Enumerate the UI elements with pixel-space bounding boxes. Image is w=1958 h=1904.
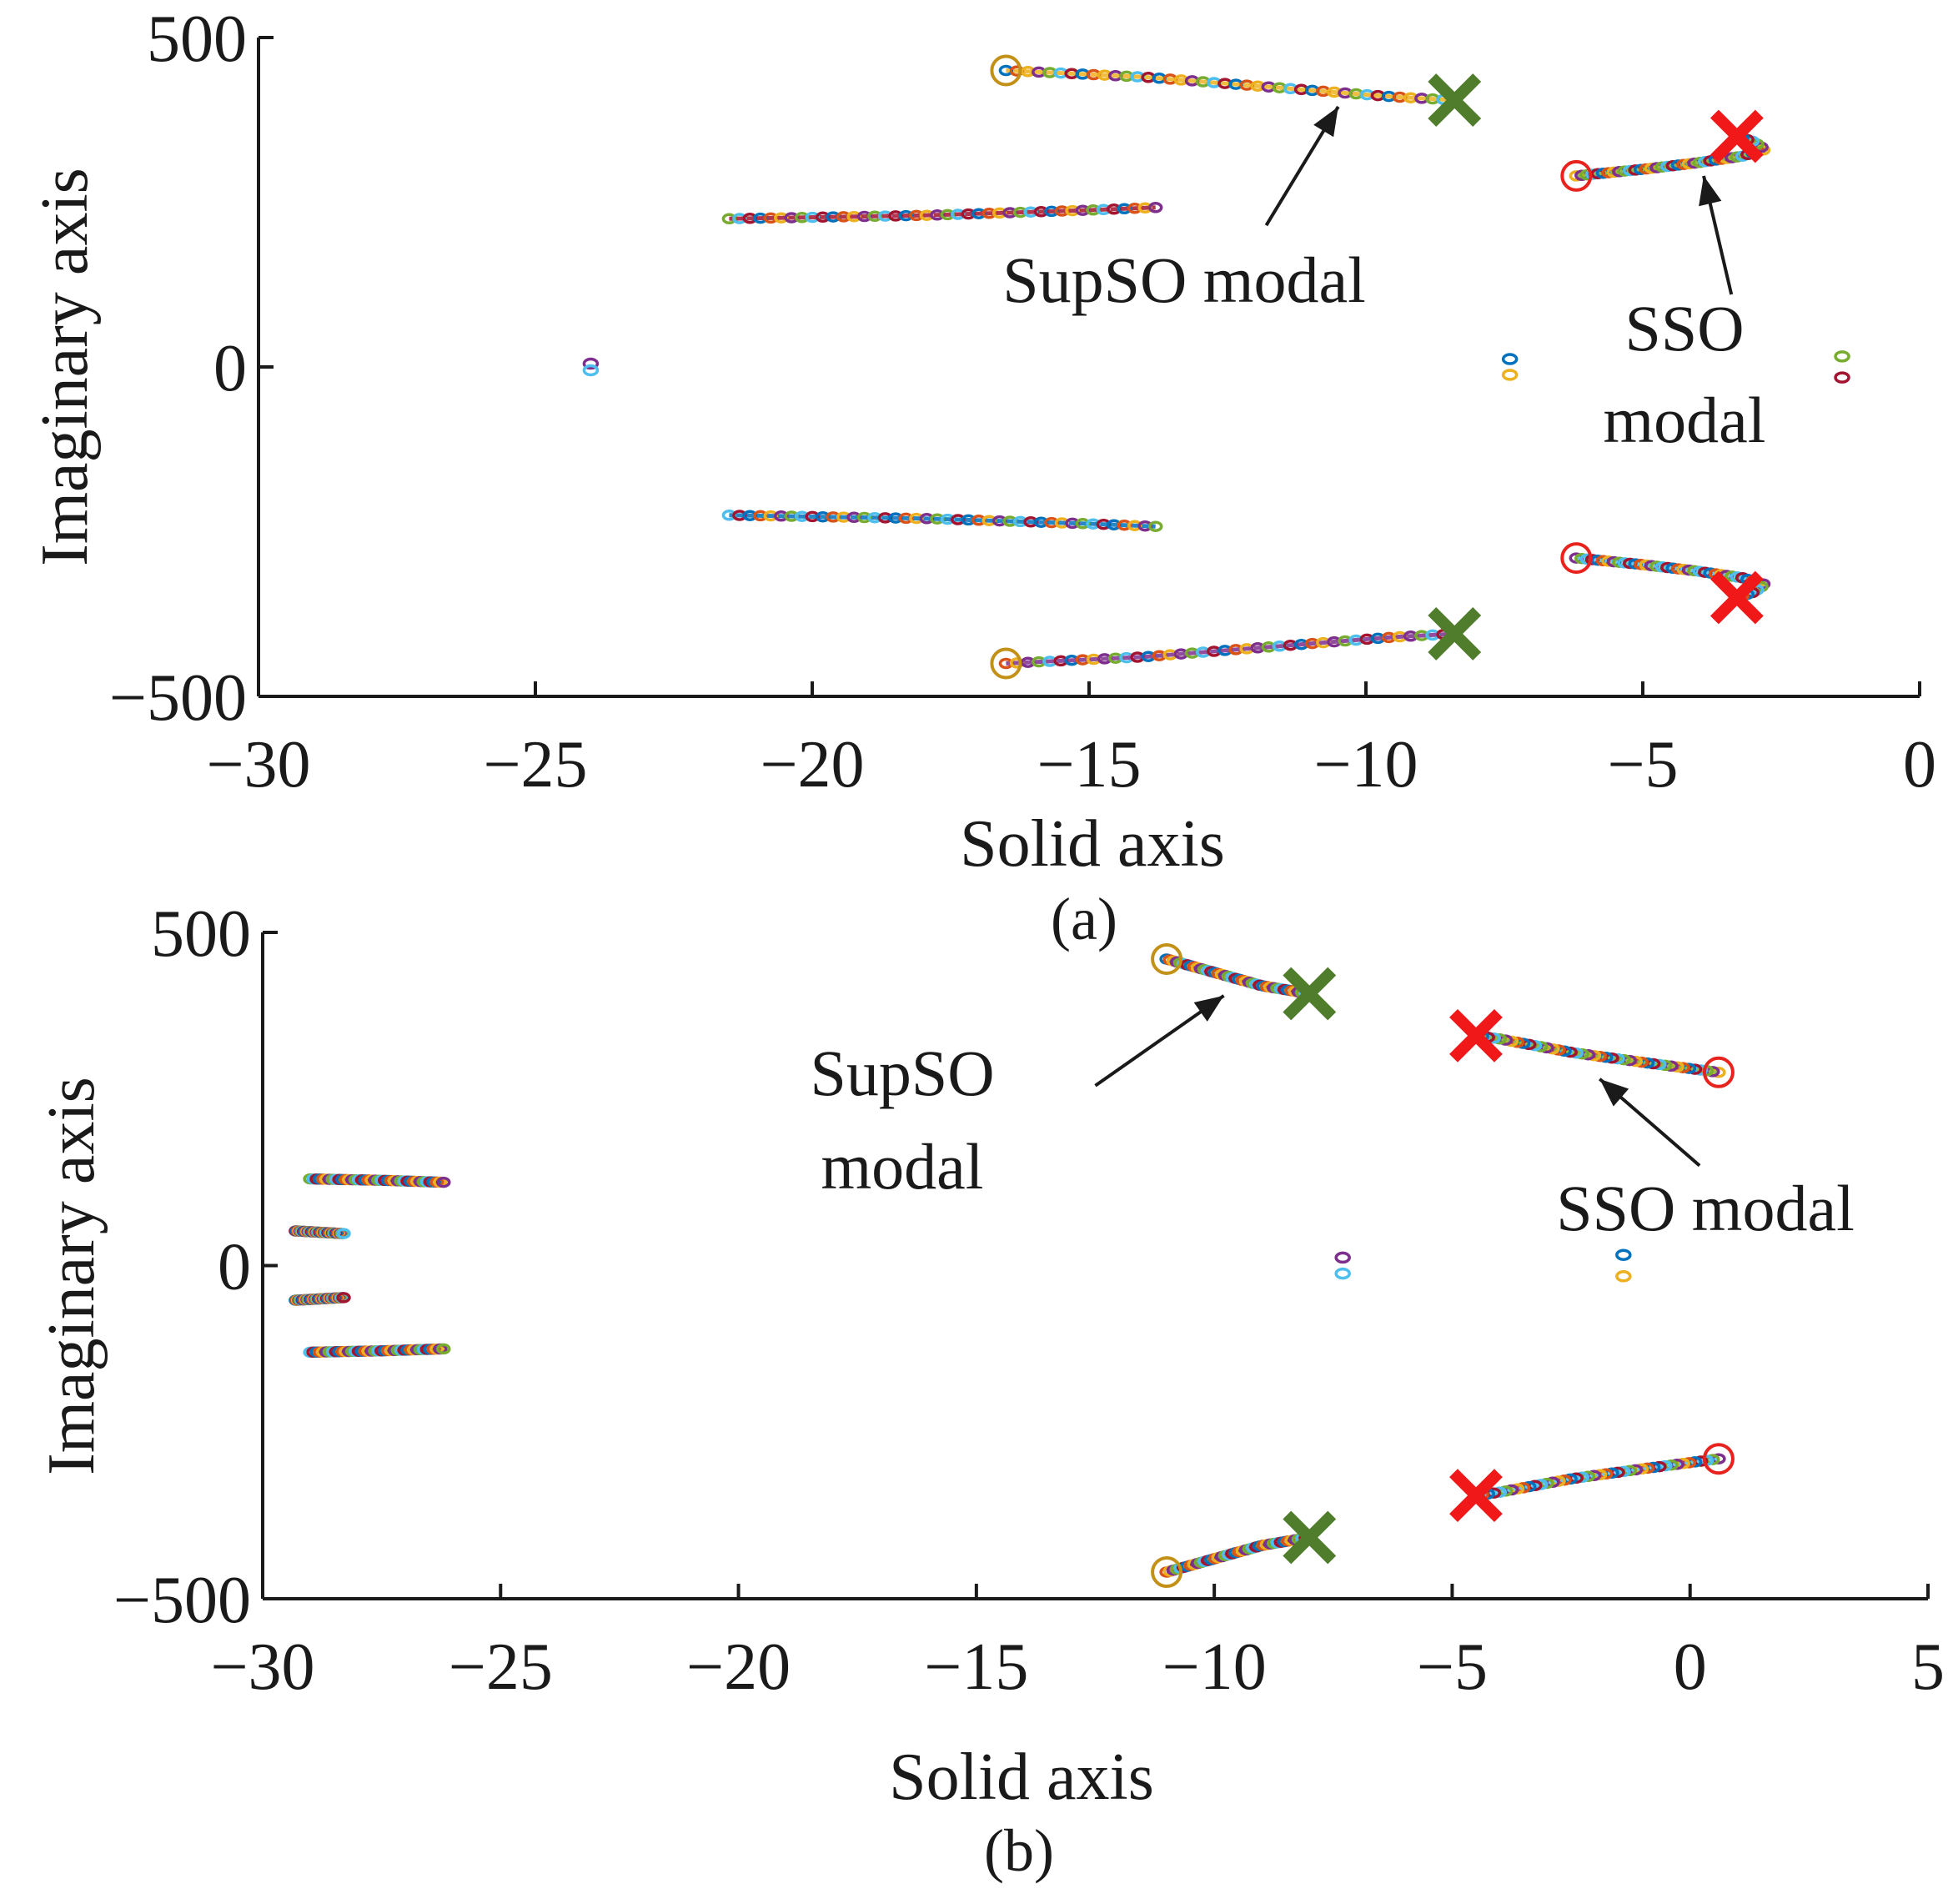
panel-b: −30 −25 −20 −15 −10 −5 0 5 −500 0 500 SupSO modal SS…	[35, 897, 1945, 1884]
locus-point	[336, 1228, 351, 1239]
x-tick-label: −10	[1313, 728, 1418, 801]
x-tick-label: 0	[1903, 728, 1936, 801]
locus-point	[1147, 202, 1163, 214]
cluster-point	[1615, 1270, 1632, 1283]
annotation-arrowhead	[1699, 175, 1722, 207]
end-x-marker	[1428, 607, 1482, 661]
panel-a: −30 −25 −20 −15 −10 −5 0 −500 0 500 SupSO modal SS…	[28, 3, 1936, 952]
x-tick-label: 0	[1674, 1630, 1707, 1704]
start-circle-marker	[1702, 1056, 1735, 1088]
annotation-text-line2: modal	[821, 1130, 984, 1203]
locus-point	[336, 1292, 351, 1304]
x-tick-label: −30	[210, 1630, 314, 1704]
x-tick-label: −5	[1417, 1630, 1488, 1704]
end-x-marker	[1449, 1008, 1503, 1063]
cluster-point	[1834, 350, 1850, 363]
y-tick-label: 0	[218, 1231, 251, 1304]
annotation-text: SSO	[1624, 292, 1744, 364]
cluster-point	[582, 357, 600, 370]
panel-b-xlabel: Solid axis	[889, 1741, 1154, 1814]
panel-b-ylabel: Imaginary axis	[35, 1077, 108, 1475]
y-tick-label: 500	[147, 3, 247, 76]
locus-point	[436, 1176, 451, 1188]
x-tick-label: −25	[483, 728, 587, 801]
y-tick-label: 500	[151, 897, 251, 971]
annotation-text: SSO modal	[1556, 1172, 1855, 1244]
x-tick-label: −20	[686, 1630, 791, 1704]
panel-b-annotations: SupSO modal SSO modal	[810, 994, 1855, 1244]
x-tick-label: −15	[1037, 728, 1141, 801]
start-circle-marker	[990, 647, 1022, 680]
y-tick-label: 0	[213, 332, 247, 405]
panel-b-data	[289, 942, 1735, 1589]
x-tick-label: −20	[760, 728, 864, 801]
start-circle-marker	[1151, 1556, 1183, 1589]
x-tick-label: −5	[1607, 728, 1678, 801]
annotation-text: SupSO modal	[1002, 244, 1366, 316]
panel-b-label: (b)	[984, 1817, 1054, 1884]
panel-a-axes: −30 −25 −20 −15 −10 −5 0 −500 0 500	[109, 3, 1936, 801]
x-tick-label: −30	[206, 728, 310, 801]
end-x-marker	[1709, 109, 1764, 163]
locus-point	[436, 1343, 451, 1355]
cluster-point	[1501, 369, 1519, 381]
x-tick-label: −25	[449, 1630, 553, 1704]
end-x-marker	[1449, 1469, 1503, 1523]
panel-a-xlabel: Solid axis	[960, 807, 1225, 881]
panel-a-ylabel: Imaginary axis	[28, 168, 102, 566]
annotation-text: SupSO	[810, 1037, 994, 1109]
start-circle-marker	[1560, 542, 1593, 575]
start-circle-marker	[990, 54, 1022, 87]
x-tick-label: 5	[1911, 1630, 1945, 1704]
cluster-point	[582, 364, 600, 377]
y-tick-label: −500	[109, 661, 247, 735]
start-circle-marker	[1702, 1443, 1735, 1475]
start-circle-marker	[1151, 942, 1183, 975]
end-x-marker	[1283, 967, 1337, 1021]
end-x-marker	[1709, 570, 1764, 625]
panel-a-label: (a)	[1051, 886, 1117, 952]
start-circle-marker	[1560, 159, 1593, 192]
cluster-point	[1834, 371, 1850, 384]
annotation-arrowhead	[1193, 995, 1224, 1022]
panel-a-data	[582, 54, 1850, 680]
panel-a-annotations: SupSO modal SSO modal	[1002, 105, 1766, 456]
annotation-arrowhead	[1313, 106, 1338, 138]
cluster-point	[1501, 353, 1519, 365]
end-x-marker	[1283, 1510, 1337, 1565]
annotation-text-line2: modal	[1604, 384, 1766, 456]
panel-b-axes: −30 −25 −20 −15 −10 −5 0 5 −500 0 500	[113, 897, 1945, 1704]
y-tick-label: −500	[113, 1564, 251, 1637]
cluster-point	[1334, 1267, 1351, 1280]
x-tick-label: −15	[924, 1630, 1028, 1704]
x-tick-label: −10	[1162, 1630, 1267, 1704]
cluster-point	[1334, 1251, 1351, 1264]
cluster-point	[1615, 1248, 1632, 1261]
locus-point	[1147, 520, 1163, 532]
annotation-arrowhead	[1599, 1078, 1629, 1107]
end-x-marker	[1428, 73, 1482, 127]
